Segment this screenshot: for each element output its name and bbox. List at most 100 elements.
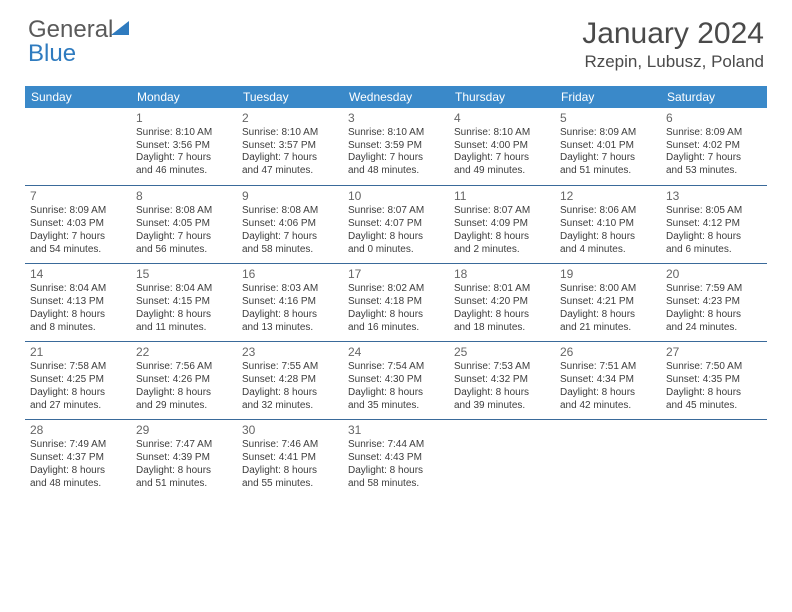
weekday-header: Monday xyxy=(131,86,237,108)
sunrise-line: Sunrise: 7:44 AM xyxy=(348,439,444,452)
sunset-line: Sunset: 4:43 PM xyxy=(348,452,444,465)
day-number: 11 xyxy=(454,189,550,204)
sunset-line: Sunset: 4:39 PM xyxy=(136,452,232,465)
calendar-day-cell: 17Sunrise: 8:02 AMSunset: 4:18 PMDayligh… xyxy=(343,264,449,342)
sunrise-line: Sunrise: 7:50 AM xyxy=(666,361,762,374)
sunrise-line: Sunrise: 7:49 AM xyxy=(30,439,126,452)
daylight-line-2: and 42 minutes. xyxy=(560,400,656,413)
daylight-line-1: Daylight: 8 hours xyxy=(560,309,656,322)
day-number: 20 xyxy=(666,267,762,282)
daylight-line-1: Daylight: 7 hours xyxy=(560,152,656,165)
sunrise-line: Sunrise: 8:10 AM xyxy=(348,127,444,140)
calendar-day-cell: 31Sunrise: 7:44 AMSunset: 4:43 PMDayligh… xyxy=(343,420,449,498)
daylight-line-2: and 4 minutes. xyxy=(560,244,656,257)
daylight-line-1: Daylight: 8 hours xyxy=(560,387,656,400)
calendar-day-cell: 4Sunrise: 8:10 AMSunset: 4:00 PMDaylight… xyxy=(449,108,555,186)
sunset-line: Sunset: 4:23 PM xyxy=(666,296,762,309)
sunset-line: Sunset: 4:00 PM xyxy=(454,140,550,153)
day-number: 12 xyxy=(560,189,656,204)
daylight-line-1: Daylight: 8 hours xyxy=(454,309,550,322)
logo-triangle-icon xyxy=(111,19,131,42)
daylight-line-2: and 55 minutes. xyxy=(242,478,338,491)
logo: General Blue xyxy=(28,18,131,66)
daylight-line-1: Daylight: 7 hours xyxy=(348,152,444,165)
sunset-line: Sunset: 4:28 PM xyxy=(242,374,338,387)
calendar-day-cell: 25Sunrise: 7:53 AMSunset: 4:32 PMDayligh… xyxy=(449,342,555,420)
sunrise-line: Sunrise: 8:02 AM xyxy=(348,283,444,296)
daylight-line-2: and 54 minutes. xyxy=(30,244,126,257)
daylight-line-2: and 45 minutes. xyxy=(666,400,762,413)
sunrise-line: Sunrise: 7:47 AM xyxy=(136,439,232,452)
daylight-line-1: Daylight: 8 hours xyxy=(348,231,444,244)
sunset-line: Sunset: 4:35 PM xyxy=(666,374,762,387)
sunrise-line: Sunrise: 8:09 AM xyxy=(30,205,126,218)
sunset-line: Sunset: 4:20 PM xyxy=(454,296,550,309)
daylight-line-2: and 13 minutes. xyxy=(242,322,338,335)
daylight-line-2: and 0 minutes. xyxy=(348,244,444,257)
calendar-day-cell: 5Sunrise: 8:09 AMSunset: 4:01 PMDaylight… xyxy=(555,108,661,186)
daylight-line-2: and 6 minutes. xyxy=(666,244,762,257)
calendar-day-cell: 28Sunrise: 7:49 AMSunset: 4:37 PMDayligh… xyxy=(25,420,131,498)
calendar-day-cell: 24Sunrise: 7:54 AMSunset: 4:30 PMDayligh… xyxy=(343,342,449,420)
title-block: January 2024 Rzepin, Lubusz, Poland xyxy=(582,18,764,72)
daylight-line-2: and 49 minutes. xyxy=(454,165,550,178)
daylight-line-1: Daylight: 8 hours xyxy=(242,465,338,478)
day-number: 31 xyxy=(348,423,444,438)
sunset-line: Sunset: 4:18 PM xyxy=(348,296,444,309)
day-number: 3 xyxy=(348,111,444,126)
daylight-line-2: and 51 minutes. xyxy=(136,478,232,491)
month-title: January 2024 xyxy=(582,18,764,50)
sunset-line: Sunset: 4:37 PM xyxy=(30,452,126,465)
calendar-day-cell: 1Sunrise: 8:10 AMSunset: 3:56 PMDaylight… xyxy=(131,108,237,186)
calendar-week-row: 21Sunrise: 7:58 AMSunset: 4:25 PMDayligh… xyxy=(25,342,767,420)
calendar-day-cell: 29Sunrise: 7:47 AMSunset: 4:39 PMDayligh… xyxy=(131,420,237,498)
daylight-line-2: and 8 minutes. xyxy=(30,322,126,335)
sunrise-line: Sunrise: 8:06 AM xyxy=(560,205,656,218)
day-number: 16 xyxy=(242,267,338,282)
sunrise-line: Sunrise: 7:54 AM xyxy=(348,361,444,374)
day-number: 19 xyxy=(560,267,656,282)
calendar-table: SundayMondayTuesdayWednesdayThursdayFrid… xyxy=(25,86,767,498)
day-number: 2 xyxy=(242,111,338,126)
sunrise-line: Sunrise: 7:53 AM xyxy=(454,361,550,374)
day-number: 28 xyxy=(30,423,126,438)
sunrise-line: Sunrise: 8:10 AM xyxy=(454,127,550,140)
daylight-line-2: and 53 minutes. xyxy=(666,165,762,178)
sunrise-line: Sunrise: 8:08 AM xyxy=(242,205,338,218)
day-number: 30 xyxy=(242,423,338,438)
sunset-line: Sunset: 4:10 PM xyxy=(560,218,656,231)
daylight-line-2: and 35 minutes. xyxy=(348,400,444,413)
calendar-day-cell: 13Sunrise: 8:05 AMSunset: 4:12 PMDayligh… xyxy=(661,186,767,264)
sunset-line: Sunset: 3:59 PM xyxy=(348,140,444,153)
daylight-line-1: Daylight: 8 hours xyxy=(30,387,126,400)
daylight-line-1: Daylight: 8 hours xyxy=(454,387,550,400)
calendar-day-cell xyxy=(449,420,555,498)
sunrise-line: Sunrise: 7:46 AM xyxy=(242,439,338,452)
sunset-line: Sunset: 4:16 PM xyxy=(242,296,338,309)
sunset-line: Sunset: 4:32 PM xyxy=(454,374,550,387)
daylight-line-2: and 2 minutes. xyxy=(454,244,550,257)
sunrise-line: Sunrise: 8:07 AM xyxy=(454,205,550,218)
sunrise-line: Sunrise: 8:04 AM xyxy=(136,283,232,296)
day-number: 24 xyxy=(348,345,444,360)
daylight-line-1: Daylight: 8 hours xyxy=(666,231,762,244)
daylight-line-1: Daylight: 7 hours xyxy=(666,152,762,165)
sunset-line: Sunset: 4:13 PM xyxy=(30,296,126,309)
daylight-line-1: Daylight: 8 hours xyxy=(242,387,338,400)
daylight-line-1: Daylight: 7 hours xyxy=(242,152,338,165)
daylight-line-2: and 32 minutes. xyxy=(242,400,338,413)
calendar-day-cell: 19Sunrise: 8:00 AMSunset: 4:21 PMDayligh… xyxy=(555,264,661,342)
sunrise-line: Sunrise: 8:05 AM xyxy=(666,205,762,218)
sunset-line: Sunset: 4:01 PM xyxy=(560,140,656,153)
daylight-line-1: Daylight: 8 hours xyxy=(30,465,126,478)
weekday-header: Sunday xyxy=(25,86,131,108)
sunset-line: Sunset: 4:30 PM xyxy=(348,374,444,387)
calendar-day-cell: 26Sunrise: 7:51 AMSunset: 4:34 PMDayligh… xyxy=(555,342,661,420)
calendar-day-cell: 3Sunrise: 8:10 AMSunset: 3:59 PMDaylight… xyxy=(343,108,449,186)
sunset-line: Sunset: 4:21 PM xyxy=(560,296,656,309)
sunrise-line: Sunrise: 8:00 AM xyxy=(560,283,656,296)
day-number: 6 xyxy=(666,111,762,126)
day-number: 4 xyxy=(454,111,550,126)
sunrise-line: Sunrise: 8:04 AM xyxy=(30,283,126,296)
calendar-day-cell: 10Sunrise: 8:07 AMSunset: 4:07 PMDayligh… xyxy=(343,186,449,264)
